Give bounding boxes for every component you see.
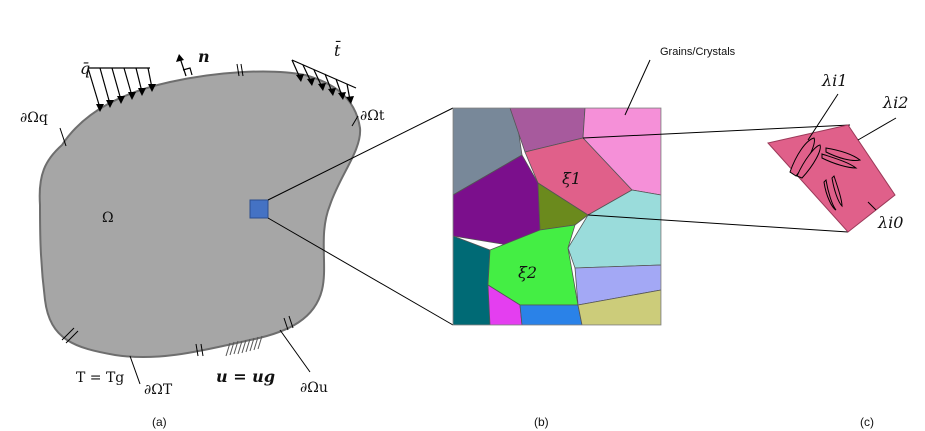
- grains-annotation: Grains/Crystals: [660, 46, 736, 58]
- normal-vector-icon: [179, 57, 193, 77]
- displacement-bc-label: u = ug: [216, 367, 275, 386]
- lamella-2a: [825, 147, 862, 161]
- grains-annotation-leader: [624, 59, 651, 116]
- caption-b: (b): [534, 415, 549, 429]
- grain-2-label: ξ2: [518, 263, 537, 282]
- fixed-support-hatch: [225, 335, 263, 357]
- boundary-tick-marks: [61, 63, 294, 357]
- lambda-1-label: λi1: [821, 71, 847, 90]
- heat-flux-label: q̄: [80, 59, 90, 78]
- zoom-lines-a-to-b: [267, 107, 454, 326]
- grain-lavender: [574, 264, 661, 306]
- lambda-0-label: λi0: [877, 213, 903, 232]
- temperature-bc-label: T = Tg: [76, 370, 124, 386]
- selected-material-point: [249, 199, 269, 219]
- heat-flux-arrows: [87, 67, 153, 109]
- traction-label: t̄: [334, 39, 341, 60]
- grain-magenta: [487, 284, 523, 325]
- lambda-leader-lines: [807, 93, 897, 211]
- heat-flux-arrowheads: [96, 84, 156, 112]
- domain-label: Ω: [102, 210, 114, 226]
- lamella-3b: [831, 175, 843, 208]
- panel-b: ξ1 ξ2 Grains/Crystals (b): [452, 46, 736, 429]
- grain-blue: [519, 304, 583, 325]
- normal-label: n: [198, 47, 210, 66]
- caption-c: (c): [860, 415, 874, 429]
- lamella-1b: [796, 144, 821, 179]
- panel-a: Ω q̄ n t̄ ∂Ωq ∂Ωt T = Tg ∂ΩT u = ug ∂Ωu …: [20, 39, 385, 429]
- caption-a: (a): [152, 415, 167, 429]
- continuum-body: [38, 70, 362, 359]
- lamella-3a: [823, 178, 837, 211]
- zoom-lines-b-to-c: [582, 124, 851, 233]
- grain-khaki: [577, 289, 661, 325]
- grain-1-label: ξ1: [562, 169, 581, 188]
- boundary-T-label: ∂ΩT: [144, 382, 173, 398]
- normal-arrowhead: [176, 54, 184, 62]
- boundary-u-label: ∂Ωu: [300, 380, 328, 396]
- grain-frame: [452, 107, 662, 326]
- panel-c: λi1 λi2 λi0 (c): [767, 71, 908, 429]
- lamella-2b: [821, 153, 858, 169]
- boundary-q-label: ∂Ωq: [20, 110, 48, 126]
- grain-teal: [453, 235, 491, 325]
- single-grain: [767, 124, 896, 233]
- boundary-leader-lines: [59, 115, 359, 385]
- traction-arrowheads: [296, 74, 354, 104]
- variant-lamellae: [789, 137, 862, 211]
- lambda-2-label: λi2: [882, 93, 908, 112]
- boundary-t-label: ∂Ωt: [360, 108, 385, 124]
